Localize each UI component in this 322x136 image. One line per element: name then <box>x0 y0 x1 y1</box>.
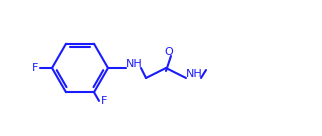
Text: F: F <box>101 96 107 106</box>
Text: F: F <box>32 63 38 73</box>
Text: NH: NH <box>126 59 142 69</box>
Text: O: O <box>165 47 173 57</box>
Text: NH: NH <box>185 69 202 79</box>
